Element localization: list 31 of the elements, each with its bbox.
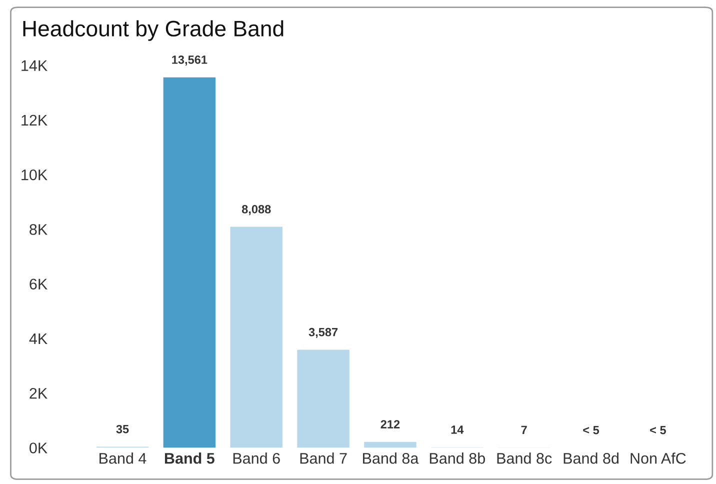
data-label: 35: [116, 424, 129, 434]
data-label: 7: [521, 426, 527, 434]
x-tick-label: Band 4: [100, 452, 146, 464]
x-tick-label: Band 8b: [430, 452, 485, 464]
y-tick-label: 10K: [22, 169, 48, 180]
data-label: 3,587: [308, 328, 338, 338]
data-label: 13,561: [172, 56, 208, 66]
y-tick-label: 14K: [22, 60, 48, 71]
x-tick-label: Non AfC: [630, 452, 686, 464]
x-tick-label: Band 8a: [363, 452, 419, 464]
data-label: 8,088: [242, 205, 271, 216]
chart-title: Headcount by Grade Band: [23, 20, 284, 41]
x-tick-label: Band 8d: [564, 452, 618, 464]
y-tick-label: 0K: [30, 442, 48, 454]
text: < 5: [650, 426, 666, 434]
x-tick-label: Band 5: [164, 452, 214, 464]
bar: [364, 442, 416, 448]
bar: [297, 350, 350, 448]
y-tick-label: 4K: [29, 333, 48, 344]
data-label: 212: [380, 420, 400, 428]
y-tick-label: 8K: [30, 224, 48, 235]
data-label: 14: [451, 426, 464, 434]
y-tick-label: 12K: [22, 114, 48, 126]
x-tick-label: Band 7: [300, 452, 347, 464]
bar: [230, 226, 282, 448]
y-tick-label: 6K: [30, 278, 48, 290]
x-tick-label: Band 8c: [497, 452, 552, 464]
text: < 5: [583, 426, 600, 434]
bar: [163, 77, 216, 448]
y-tick-label: 2K: [30, 388, 48, 399]
x-tick-label: Band 6: [233, 452, 280, 464]
